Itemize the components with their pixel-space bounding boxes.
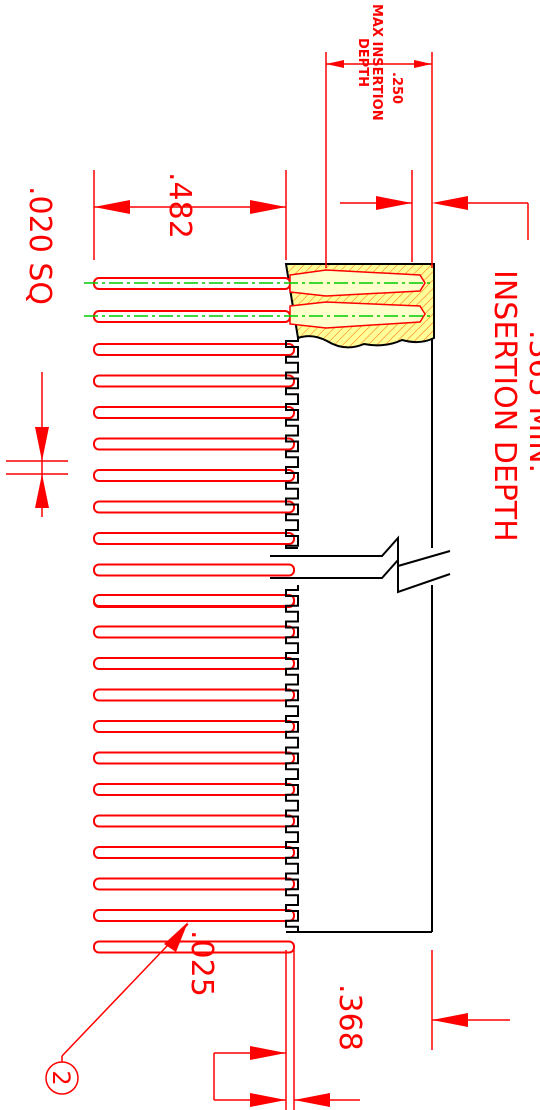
min-insertion-value: .365 MIN.	[522, 330, 540, 473]
pin-15	[93, 751, 295, 765]
max-insertion-label: MAX INSERTION	[369, 4, 384, 121]
height-dimension: .368	[332, 950, 510, 1051]
callout-balloon	[45, 1061, 79, 1095]
pin-18	[93, 846, 295, 859]
pin-2	[93, 374, 295, 388]
sectioned-contacts	[84, 269, 432, 329]
max-depth-value: .250	[389, 72, 404, 104]
serration-1	[285, 336, 299, 549]
pin-length-dimension: .482	[93, 170, 287, 260]
max-insertion-dimension: .250 MAX INSERTION DEPTH	[325, 4, 433, 268]
contact-spring-1	[289, 269, 426, 297]
pin-3	[93, 406, 295, 419]
break-line-lower	[270, 557, 451, 594]
contact-spring-2	[289, 301, 426, 329]
min-insertion-dimension: .365 MIN. INSERTION DEPTH	[340, 170, 540, 542]
pin-8	[93, 563, 295, 577]
pin-group	[93, 343, 295, 954]
pin-17	[93, 814, 295, 828]
pin-5	[93, 469, 295, 482]
pin-13	[93, 688, 295, 702]
max-depth-word: DEPTH	[355, 38, 370, 87]
pin-length-label: .482	[162, 172, 197, 239]
pin-6	[93, 500, 295, 514]
pin-19	[93, 877, 295, 891]
pin-4	[93, 437, 295, 451]
pin-1	[93, 343, 295, 356]
pin-10	[93, 594, 295, 607]
pin-12	[93, 657, 295, 670]
pitch-label: .025	[184, 930, 219, 997]
pin-size-label: .020 SQ	[22, 186, 57, 305]
callout-number: 2	[47, 1070, 75, 1085]
pin-16	[93, 783, 295, 796]
height-label: .368	[332, 984, 367, 1051]
pitch-dimension: .025	[184, 930, 360, 1110]
serration-2	[285, 585, 299, 933]
pin-14	[93, 720, 295, 733]
insertion-depth-label: INSERTION DEPTH	[487, 270, 522, 542]
break-line-upper	[270, 535, 451, 568]
serrated-edge	[285, 336, 299, 933]
pin-21	[93, 940, 295, 954]
pin-size-dimension: .020 SQ	[6, 186, 68, 517]
pin-7	[93, 532, 295, 545]
item-callout: 2	[45, 922, 189, 1095]
pin-11	[93, 625, 295, 639]
pin-20	[93, 909, 295, 922]
